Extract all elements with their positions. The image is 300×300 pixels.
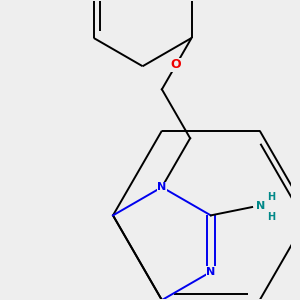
Text: N: N <box>206 267 215 277</box>
Text: O: O <box>171 58 181 71</box>
Text: H: H <box>267 212 275 223</box>
Text: N: N <box>157 182 167 192</box>
Text: N: N <box>256 201 266 211</box>
Text: H: H <box>267 192 275 202</box>
